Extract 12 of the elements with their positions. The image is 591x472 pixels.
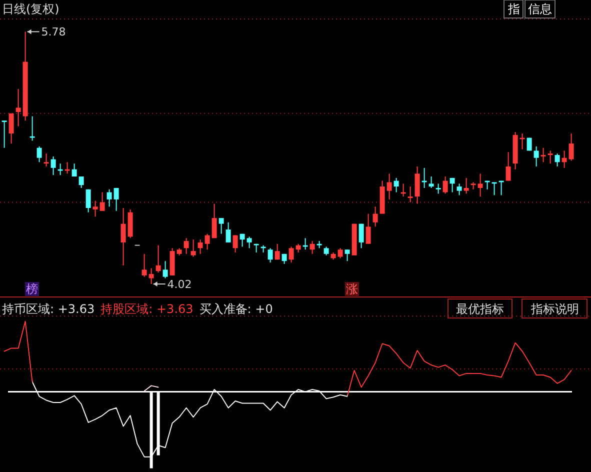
text: 持币区域: +3.63 [2,302,95,316]
annotation: 榜 [26,282,38,296]
annotation: 4.02 [167,278,192,291]
text: 指 [507,2,520,16]
text: 持股区域: +3.63 [100,302,194,316]
text: 买入准备: +0 [199,302,273,316]
text: 最优指标 [456,302,504,316]
text: 信息 [528,2,552,16]
chart-title: 日线(复权) [2,2,60,16]
text: 指标说明 [530,302,579,316]
annotation: 涨 [346,282,358,296]
annotation: 5.78 [41,26,66,39]
